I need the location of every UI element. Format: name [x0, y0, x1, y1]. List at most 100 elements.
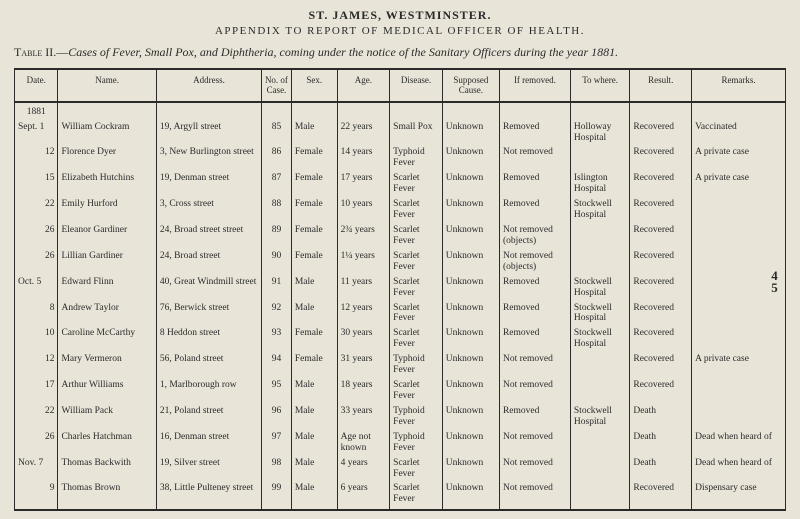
cell-sex: Male [291, 404, 337, 430]
cell-disease: Typhoid Fever [390, 430, 443, 456]
table-row: 26Lillian Gardiner24, Broad street90Fema… [15, 249, 786, 275]
cell-remarks [692, 404, 786, 430]
cell-where: Stockwell Hospital [570, 326, 629, 352]
table-label: Table II.— [14, 45, 68, 59]
table-caption: Table II.—Cases of Fever, Small Pox, and… [14, 45, 786, 60]
cell-address: 19, Argyll street [156, 120, 261, 146]
cell-where [570, 249, 629, 275]
cell-sex: Male [291, 275, 337, 301]
cell-no: 95 [262, 378, 292, 404]
cell-no: 99 [262, 481, 292, 510]
cell-address: 38, Little Pulteney street [156, 481, 261, 510]
cell-name: Elizabeth Hutchins [58, 171, 156, 197]
cell-date: Sept. 1 [15, 120, 58, 146]
cell-result: Recovered [630, 326, 692, 352]
cell-date: 17 [15, 378, 58, 404]
cell-age: 6 years [337, 481, 390, 510]
cell-disease: Scarlet Fever [390, 378, 443, 404]
cell-where: Stockwell Hospital [570, 197, 629, 223]
cell-age: Age not known [337, 430, 390, 456]
caption-text: Cases of Fever, Small Pox, and Diphtheri… [68, 45, 618, 59]
cell-disease: Typhoid Fever [390, 352, 443, 378]
col-removed: If removed. [499, 69, 570, 102]
cell-name: Emily Hurford [58, 197, 156, 223]
cell-address: 19, Denman street [156, 171, 261, 197]
cell-age: 1¼ years [337, 249, 390, 275]
cell-disease: Scarlet Fever [390, 326, 443, 352]
table-row: Oct. 5Edward Flinn40, Great Windmill str… [15, 275, 786, 301]
cell-result: Recovered [630, 145, 692, 171]
cell-age: 10 years [337, 197, 390, 223]
cell-where [570, 352, 629, 378]
cell-remarks [692, 326, 786, 352]
cell-disease: Scarlet Fever [390, 223, 443, 249]
cell-address: 24, Broad street [156, 249, 261, 275]
cell-name: Thomas Backwith [58, 456, 156, 482]
cell-removed: Not removed [499, 145, 570, 171]
cell-address: 19, Silver street [156, 456, 261, 482]
cell-remarks [692, 223, 786, 249]
cell-age: 2¾ years [337, 223, 390, 249]
cell-where [570, 378, 629, 404]
table-row: 8Andrew Taylor76, Berwick street92Male12… [15, 301, 786, 327]
cell-age: 17 years [337, 171, 390, 197]
col-age: Age. [337, 69, 390, 102]
cell-address: 8 Heddon street [156, 326, 261, 352]
cell-no: 97 [262, 430, 292, 456]
cell-removed: Not removed (objects) [499, 249, 570, 275]
cell-remarks: Dispensary case [692, 481, 786, 510]
cell-result: Recovered [630, 171, 692, 197]
col-cause: Supposed Cause. [442, 69, 499, 102]
cell-address: 56, Poland street [156, 352, 261, 378]
cell-disease: Typhoid Fever [390, 404, 443, 430]
table-row: 12Florence Dyer3, New Burlington street8… [15, 145, 786, 171]
cell-result: Recovered [630, 275, 692, 301]
cell-disease: Scarlet Fever [390, 301, 443, 327]
cell-cause: Unknown [442, 430, 499, 456]
cell-removed: Removed [499, 197, 570, 223]
cell-address: 1, Marlborough row [156, 378, 261, 404]
cell-address: 3, Cross street [156, 197, 261, 223]
cell-sex: Male [291, 456, 337, 482]
cell-name: Lillian Gardiner [58, 249, 156, 275]
page-title-1: ST. JAMES, WESTMINSTER. [14, 8, 786, 23]
cell-no: 91 [262, 275, 292, 301]
cell-result: Recovered [630, 197, 692, 223]
cell-name: Arthur Williams [58, 378, 156, 404]
cell-result: Recovered [630, 378, 692, 404]
cell-date: 22 [15, 197, 58, 223]
col-result: Result. [630, 69, 692, 102]
cell-age: 18 years [337, 378, 390, 404]
cell-no: 98 [262, 456, 292, 482]
col-where: To where. [570, 69, 629, 102]
cell-remarks: Dead when heard of [692, 430, 786, 456]
cell-name: Eleanor Gardiner [58, 223, 156, 249]
cell-where: Islington Hospital [570, 171, 629, 197]
cell-address: 3, New Burlington street [156, 145, 261, 171]
cell-sex: Female [291, 326, 337, 352]
cell-name: Thomas Brown [58, 481, 156, 510]
cell-date: 26 [15, 430, 58, 456]
cell-address: 21, Poland street [156, 404, 261, 430]
cell-no: 96 [262, 404, 292, 430]
cell-removed: Removed [499, 171, 570, 197]
cell-date: 22 [15, 404, 58, 430]
cell-result: Death [630, 404, 692, 430]
cell-where: Stockwell Hospital [570, 301, 629, 327]
col-sex: Sex. [291, 69, 337, 102]
cell-cause: Unknown [442, 326, 499, 352]
table-row: Sept. 1William Cockram19, Argyll street8… [15, 120, 786, 146]
cell-sex: Male [291, 301, 337, 327]
cell-date: 9 [15, 481, 58, 510]
cell-date: Nov. 7 [15, 456, 58, 482]
cell-name: Charles Hatchman [58, 430, 156, 456]
cell-no: 88 [262, 197, 292, 223]
cell-where [570, 456, 629, 482]
cell-name: William Cockram [58, 120, 156, 146]
cell-disease: Scarlet Fever [390, 456, 443, 482]
cell-date: 12 [15, 352, 58, 378]
cell-result: Death [630, 430, 692, 456]
cell-no: 90 [262, 249, 292, 275]
cell-where [570, 481, 629, 510]
cell-age: 14 years [337, 145, 390, 171]
